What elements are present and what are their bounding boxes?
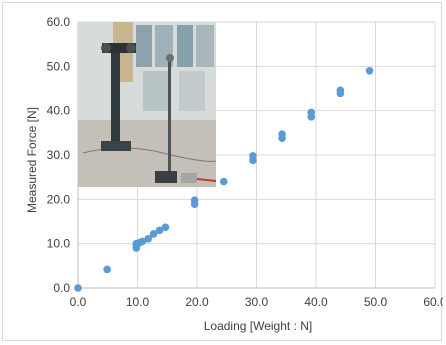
data-point <box>336 86 345 95</box>
y-tick-label: 30.0 <box>47 148 71 162</box>
y-tick-label: 40.0 <box>47 104 71 118</box>
x-tick-label: 0.0 <box>70 295 87 309</box>
y-tick-label: 50.0 <box>47 59 71 73</box>
data-point <box>365 66 374 75</box>
y-tick-label: 0.0 <box>53 281 70 295</box>
x-axis-title: Loading [Weight : N] <box>204 319 313 333</box>
y-axis-title: Measured Force [N] <box>25 107 39 213</box>
y-tick-label: 20.0 <box>47 192 71 206</box>
tick-labels: 0.0 10.0 20.0 30.0 40.0 50.0 60.0 0.0 10.0 20.0 30… <box>47 15 443 309</box>
x-tick-label: 50.0 <box>364 295 388 309</box>
x-tick-label: 30.0 <box>245 295 269 309</box>
chart-frame: 0.0 10.0 20.0 30.0 40.0 50.0 60.0 0.0 10.0 20.0 30… <box>2 2 443 341</box>
y-tick-label: 10.0 <box>47 237 71 251</box>
data-point <box>144 234 153 243</box>
x-tick-label: 20.0 <box>185 295 209 309</box>
data-point <box>249 152 257 160</box>
data-points <box>74 66 374 292</box>
data-point <box>149 230 158 238</box>
data-point <box>103 265 111 274</box>
data-point <box>155 226 164 235</box>
data-point <box>278 130 286 138</box>
x-tick-label: 40.0 <box>304 295 328 309</box>
x-tick-label: 10.0 <box>126 295 150 309</box>
x-tick-label: 60.0 <box>423 295 443 309</box>
data-point <box>74 284 82 292</box>
data-point <box>190 196 199 205</box>
data-point <box>219 177 228 186</box>
inset-photo <box>78 22 217 187</box>
data-point <box>307 108 316 117</box>
data-point <box>138 237 147 246</box>
scatter-chart: 0.0 10.0 20.0 30.0 40.0 50.0 60.0 0.0 10.0 20.0 30… <box>25 15 443 333</box>
data-point <box>161 223 170 232</box>
y-tick-label: 60.0 <box>47 15 71 29</box>
